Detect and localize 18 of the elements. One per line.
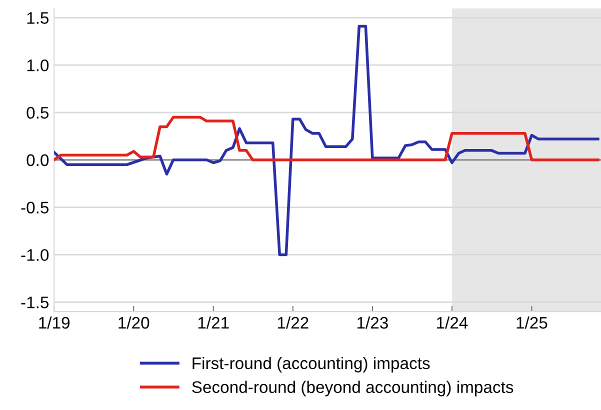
x-tick-label: 1/21 — [198, 316, 229, 329]
x-tick-label: 1/20 — [118, 316, 150, 329]
y-tick-label: -0.5 — [21, 202, 49, 214]
y-tick-label: 0.0 — [26, 154, 49, 166]
line-series — [54, 24, 600, 256]
legend-label: Second-round (beyond accounting) impacts — [192, 380, 514, 396]
x-tick-label: 1/25 — [516, 316, 548, 329]
x-tick-label: 1/23 — [357, 316, 388, 329]
line-series — [54, 116, 600, 162]
x-tick-label: 1/22 — [278, 316, 308, 329]
y-tick-label: 1.5 — [27, 12, 49, 24]
x-tick-label: 1/24 — [437, 316, 468, 329]
legend-label: First-round (accounting) impacts — [192, 356, 430, 372]
y-tick-label: 0.5 — [26, 106, 49, 119]
y-tick-label: 1.0 — [27, 59, 49, 72]
y-tick-label: -1.0 — [21, 249, 49, 261]
y-tick-label: -1.5 — [21, 296, 49, 308]
x-tick-label: 1/19 — [39, 316, 70, 329]
